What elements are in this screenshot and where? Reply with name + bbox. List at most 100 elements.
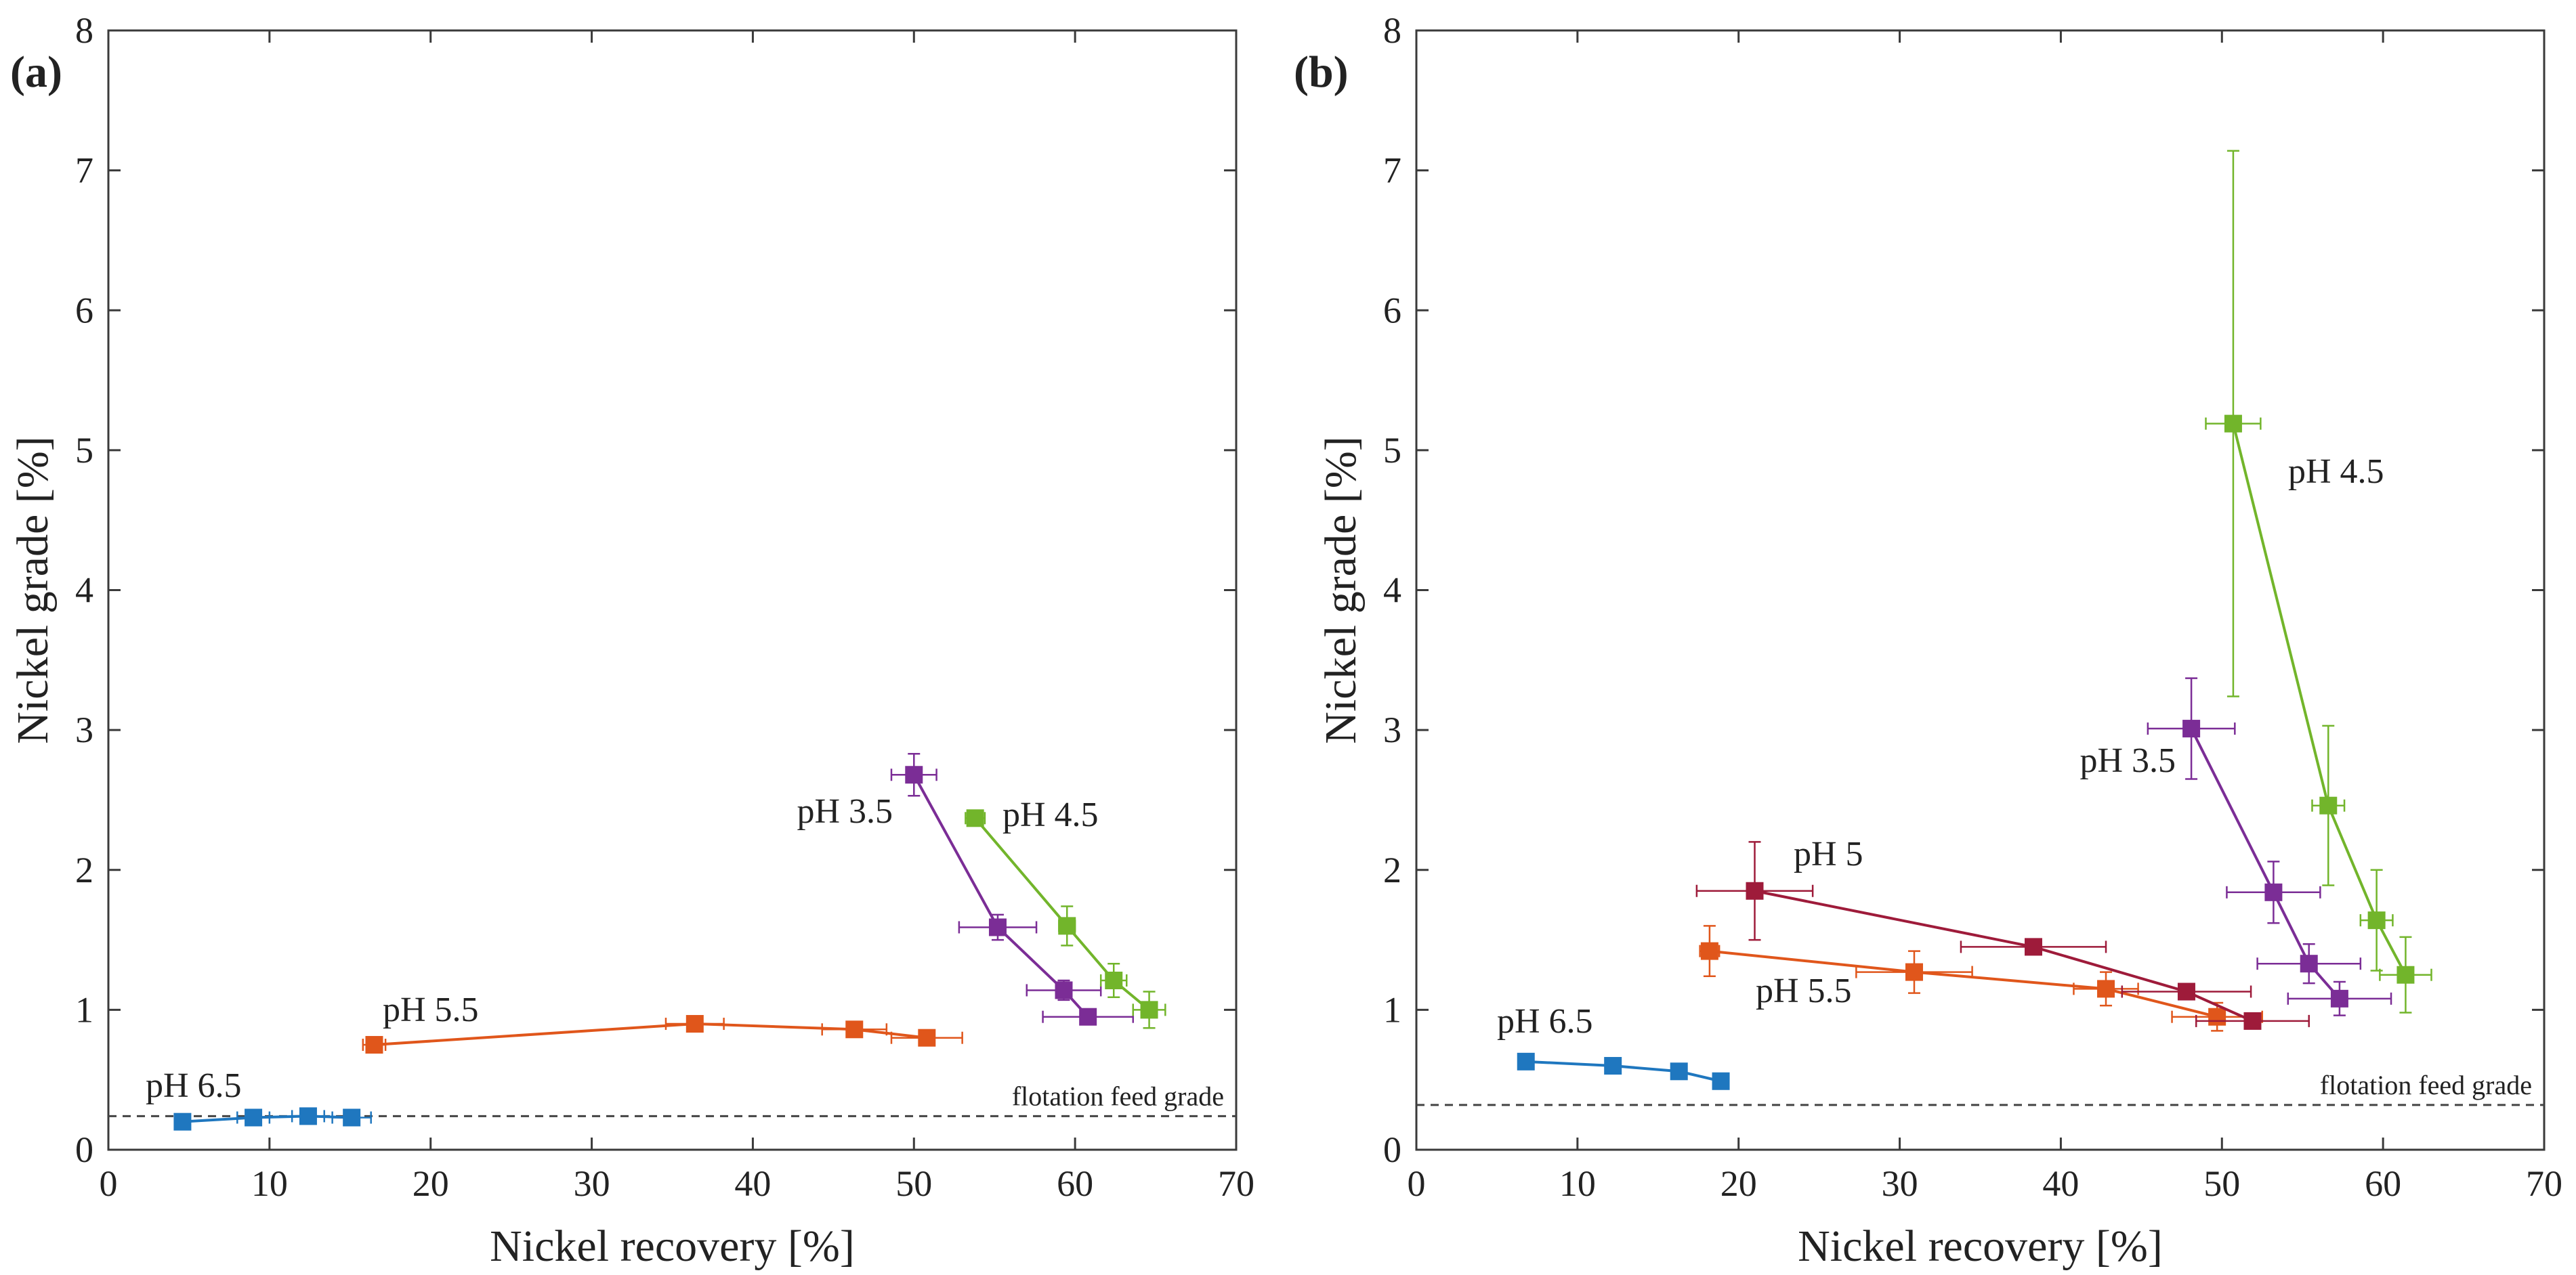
data-point [2300, 955, 2318, 973]
y-tick-label: 6 [1383, 290, 1401, 330]
y-axis-title: Nickel grade [%] [8, 436, 58, 743]
plot-frame [1415, 29, 2546, 1151]
x-tick-label: 10 [1559, 1163, 1596, 1204]
x-tick-label: 70 [2526, 1163, 2562, 1204]
series-label: pH 3.5 [797, 792, 893, 831]
y-tick-label: 1 [1383, 989, 1401, 1030]
y-tick-label: 8 [1383, 10, 1401, 51]
series-line [1709, 949, 2218, 1018]
data-point [2182, 720, 2201, 738]
y-tick-label: 3 [1383, 710, 1401, 750]
chart-panel-0: 0 10 20 30 40 50 60 70 0 1 2 3 4 5 6 7 8 Nickel recovery … [8, 10, 1254, 1271]
series-pH-4_5: pH 4.5 [965, 796, 1166, 1029]
y-tick-label: 6 [75, 290, 93, 330]
y-tick-label: 2 [1383, 850, 1401, 890]
data-point [2208, 1008, 2226, 1026]
data-point [365, 1036, 383, 1054]
x-tick-label: 0 [100, 1163, 118, 1204]
data-point [918, 1029, 936, 1047]
x-tick-label: 20 [1720, 1163, 1757, 1204]
data-point [1670, 1062, 1688, 1081]
data-point [2396, 966, 2415, 984]
y-tick-label: 8 [75, 10, 93, 51]
data-point [1517, 1052, 1535, 1071]
series-pH-5: pH 5 [1695, 835, 2310, 1030]
series-pH-5_5: pH 5.5 [362, 991, 963, 1054]
panel-label: (b) [1294, 47, 1349, 97]
data-point [1140, 1001, 1158, 1019]
series-label: pH 6.5 [146, 1066, 242, 1105]
series-label: pH 6.5 [1497, 1002, 1593, 1041]
y-tick-label: 3 [75, 710, 93, 750]
series-pH-6_5: pH 6.5 [1497, 1002, 1730, 1090]
y-tick-label: 1 [75, 989, 93, 1030]
series-pH-4_5: pH 4.5 [2205, 150, 2432, 1014]
data-point [2264, 883, 2283, 901]
data-point [2243, 1012, 2262, 1030]
series-line [1525, 1060, 1722, 1083]
x-tick-label: 70 [1218, 1163, 1254, 1204]
x-tick-label: 20 [413, 1163, 449, 1204]
data-point [685, 1015, 704, 1033]
data-point [988, 918, 1007, 936]
series-label: pH 5 [1794, 835, 1863, 873]
data-point [299, 1107, 317, 1125]
y-tick-label: 4 [75, 570, 93, 611]
series-pH-3_5: pH 3.5 [2079, 677, 2392, 1016]
x-tick-label: 0 [1408, 1163, 1426, 1204]
x-axis-title: Nickel recovery [%] [490, 1222, 855, 1271]
data-point [2319, 796, 2338, 815]
y-tick-label: 0 [1383, 1129, 1401, 1170]
data-point [905, 766, 923, 784]
data-point [1105, 971, 1123, 989]
x-tick-label: 30 [1882, 1163, 1918, 1204]
series-label: pH 4.5 [2288, 452, 2384, 491]
x-tick-label: 60 [2365, 1163, 2401, 1204]
series-label: pH 4.5 [1002, 796, 1099, 834]
series-pH-3_5: pH 3.5 [797, 753, 1135, 1026]
series-line [182, 1115, 352, 1123]
series-line [2231, 423, 2407, 976]
x-axis-title: Nickel recovery [%] [1798, 1222, 2163, 1271]
data-point [343, 1108, 361, 1127]
y-tick-label: 0 [75, 1129, 93, 1170]
series-line [2190, 728, 2341, 1000]
x-tick-label: 40 [2042, 1163, 2079, 1204]
data-point [2367, 911, 2386, 930]
chart-panel-1: 0 10 20 30 40 50 60 70 0 1 2 3 4 5 6 7 8 Nickel recovery … [1294, 10, 2562, 1271]
data-point [1712, 1072, 1730, 1090]
series-line [1754, 889, 2254, 1022]
data-point [1905, 963, 1923, 981]
series-label: pH 5.5 [383, 991, 479, 1029]
feed-grade-label: flotation feed grade [2320, 1070, 2532, 1100]
y-tick-label: 5 [1383, 430, 1401, 471]
y-tick-label: 5 [75, 430, 93, 471]
series-pH-5_5: pH 5.5 [1699, 925, 2263, 1032]
x-tick-label: 50 [895, 1163, 932, 1204]
data-point [2330, 989, 2348, 1008]
y-tick-label: 7 [1383, 150, 1401, 191]
data-point [1700, 942, 1718, 960]
panel-label: (a) [10, 47, 62, 97]
y-tick-label: 2 [75, 850, 93, 890]
data-point [1079, 1008, 1097, 1026]
data-point [2177, 982, 2195, 1001]
data-point [966, 809, 984, 827]
data-point [1746, 882, 1764, 900]
x-tick-label: 50 [2203, 1163, 2240, 1204]
data-point [2224, 414, 2242, 433]
data-point [245, 1108, 263, 1127]
feed-grade-label: flotation feed grade [1012, 1081, 1224, 1111]
data-point [2097, 980, 2115, 998]
y-axis-title: Nickel grade [%] [1316, 436, 1366, 743]
data-point [2024, 938, 2042, 956]
data-point [1604, 1057, 1622, 1075]
data-point [173, 1112, 192, 1131]
series-label: pH 5.5 [1756, 972, 1852, 1010]
data-point [1055, 981, 1073, 999]
series-label: pH 3.5 [2079, 741, 2176, 780]
data-point [845, 1020, 864, 1039]
series-pH-6_5: pH 6.5 [146, 1066, 372, 1131]
x-tick-label: 10 [251, 1163, 288, 1204]
x-tick-label: 60 [1057, 1163, 1093, 1204]
